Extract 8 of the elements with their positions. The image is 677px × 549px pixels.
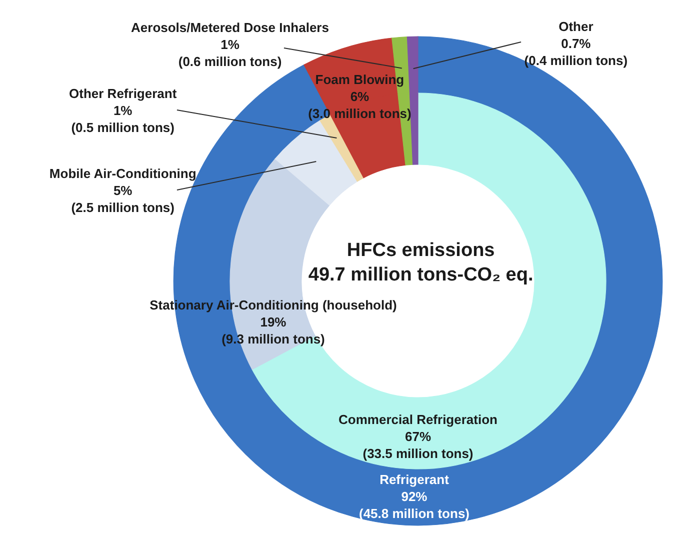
text: 49.7 million tons-CO₂ eq.: [308, 264, 534, 286]
data-label: Mobile Air-Conditioning 5% (2.5 million tons): [49, 166, 196, 215]
data-label: Commercial Refrigeration 67% (33.5 million tons): [338, 412, 498, 462]
data-label: Refrigerant 92% (45.8 million tons): [358, 472, 470, 522]
data-label: Aerosols/Metered Dose Inhalers 1% (0.6 million tons): [131, 20, 329, 70]
data-label: Other 0.7% (0.4 million tons): [524, 19, 628, 68]
text: HFCs emissions: [346, 240, 495, 261]
data-label: Other Refrigerant 1% (0.5 million tons): [69, 86, 178, 135]
